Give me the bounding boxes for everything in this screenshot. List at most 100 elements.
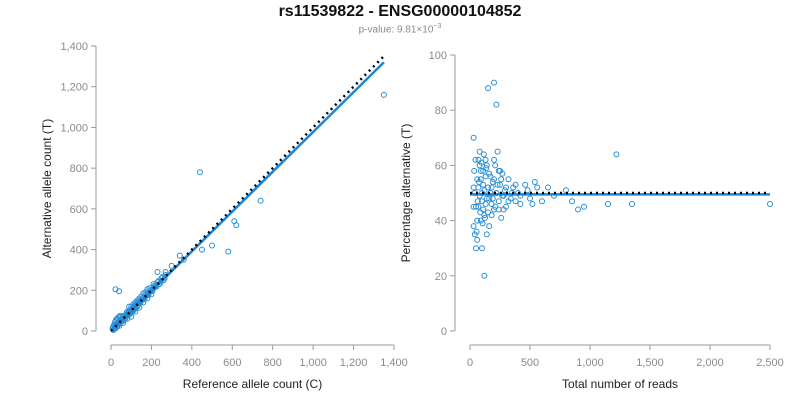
x-tick-label: 1,000 xyxy=(299,357,327,369)
data-point xyxy=(491,176,497,183)
x-tick-label: 400 xyxy=(183,357,201,369)
data-point xyxy=(527,195,533,202)
data-point xyxy=(479,245,485,252)
data-point xyxy=(495,206,502,213)
reference-line xyxy=(110,55,385,332)
data-point xyxy=(491,79,497,86)
data-point xyxy=(497,181,503,188)
plot-panel-left: 0 200 400 600 800 1,000 1,200 1,400 0 200 400 600 80… xyxy=(40,41,408,391)
data-point xyxy=(605,201,611,208)
p-value-subtitle: p-value: 9.81×10−3 xyxy=(0,23,800,35)
data-point xyxy=(497,167,503,174)
data-point xyxy=(198,246,205,253)
y-tick-label: 1,200 xyxy=(60,82,88,94)
data-point xyxy=(498,214,505,221)
data-point xyxy=(116,288,123,295)
data-point xyxy=(522,181,529,188)
data-point xyxy=(233,222,240,229)
data-point xyxy=(168,262,175,269)
y-tick-label: 0 xyxy=(82,326,88,338)
x-tick-label: 1,400 xyxy=(380,357,408,369)
data-point xyxy=(492,162,499,169)
x-axis-label: Reference allele count (C) xyxy=(183,377,322,391)
fit-line xyxy=(110,61,385,332)
data-point xyxy=(501,187,508,194)
y-tick-label: 1,000 xyxy=(60,122,88,134)
data-point xyxy=(257,197,264,204)
x-tick-label: 600 xyxy=(223,357,241,369)
data-point xyxy=(476,178,482,185)
data-point xyxy=(480,151,487,158)
data-point xyxy=(138,293,145,300)
data-point xyxy=(477,167,484,174)
data-point xyxy=(225,248,232,255)
x-tick-label: 0 xyxy=(467,357,473,369)
data-point xyxy=(474,198,481,205)
data-point xyxy=(134,297,141,304)
data-point xyxy=(503,184,509,191)
y-tick-label: 0 xyxy=(441,326,447,338)
y-tick-label: 60 xyxy=(435,160,447,172)
data-point xyxy=(474,236,481,243)
y-tick-label: 100 xyxy=(429,50,447,62)
x-tick-label: 0 xyxy=(108,357,114,369)
data-point xyxy=(473,245,479,252)
data-point xyxy=(483,195,490,202)
plot-panel-right: 0 20 40 60 80 100 0 500 1,000 1,500 2,000 2,500 Tota… xyxy=(399,50,784,391)
data-point xyxy=(477,209,484,216)
x-tick-label: 1,200 xyxy=(340,357,368,369)
data-point xyxy=(483,162,490,169)
data-point xyxy=(485,85,491,92)
p-value-text: p-value: 9.81×10 xyxy=(358,24,434,36)
data-point xyxy=(493,101,500,108)
data-point xyxy=(481,272,488,279)
data-point xyxy=(494,148,501,155)
data-point xyxy=(470,134,477,141)
y-tick-label: 40 xyxy=(435,216,447,228)
y-tick-label: 800 xyxy=(70,163,88,175)
data-point xyxy=(485,209,491,216)
p-value-exponent: −3 xyxy=(433,23,442,30)
data-point xyxy=(494,181,501,188)
data-point xyxy=(489,195,496,202)
data-point xyxy=(117,312,124,319)
data-point xyxy=(480,206,487,213)
data-point xyxy=(613,151,620,158)
data-point xyxy=(531,178,538,185)
data-point xyxy=(470,223,477,230)
y-axis-label: Alternative allele count (T) xyxy=(40,119,54,258)
x-tick-label: 2,000 xyxy=(696,357,724,369)
data-point xyxy=(539,198,545,205)
data-point xyxy=(529,201,536,208)
data-point xyxy=(505,198,512,205)
y-tick-label: 80 xyxy=(435,105,447,117)
data-point xyxy=(629,201,635,208)
y-tick-label: 200 xyxy=(70,285,88,297)
data-point xyxy=(491,156,497,163)
x-tick-label: 200 xyxy=(142,357,160,369)
data-point xyxy=(473,228,480,235)
y-tick-label: 1,400 xyxy=(60,41,88,53)
data-point xyxy=(534,184,541,191)
data-point xyxy=(196,169,203,176)
data-point xyxy=(475,184,482,191)
data-point xyxy=(512,198,519,205)
data-point xyxy=(483,165,490,172)
x-tick-label: 1,000 xyxy=(576,357,604,369)
data-point xyxy=(482,201,489,208)
y-tick-label: 400 xyxy=(70,245,88,257)
data-point xyxy=(486,195,493,202)
data-point xyxy=(489,178,496,185)
data-point xyxy=(480,181,487,188)
data-point xyxy=(476,148,483,155)
data-point xyxy=(575,206,581,213)
data-point xyxy=(581,203,587,210)
data-point xyxy=(380,91,387,98)
data-point xyxy=(505,176,512,183)
data-point xyxy=(482,214,488,221)
data-point xyxy=(176,252,183,259)
data-point xyxy=(512,181,519,188)
x-axis-label: Total number of reads xyxy=(562,377,678,391)
